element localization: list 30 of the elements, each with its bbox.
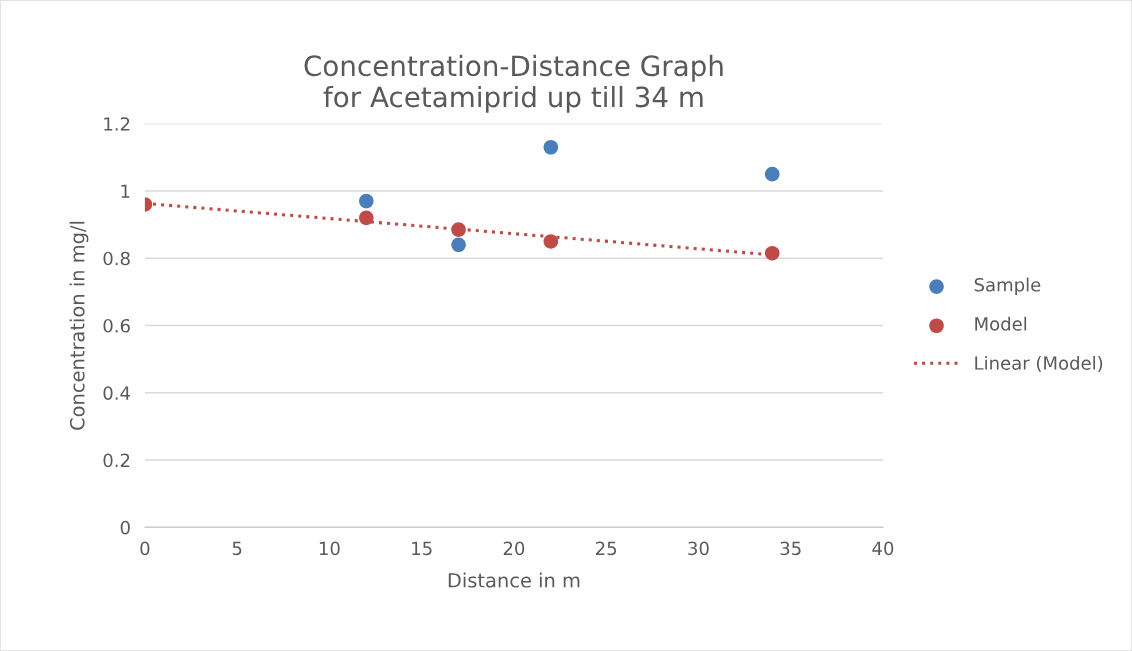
point	[451, 222, 466, 237]
point	[451, 237, 466, 253]
legend-label: Linear (Model)	[975, 355, 1103, 372]
y-axis-title: Concentration in mg/l	[69, 221, 89, 430]
y-tick-label: 0.8	[103, 251, 130, 266]
point	[359, 193, 374, 209]
x-axis-title: Distance in m	[448, 572, 580, 588]
x-tick-label: 40	[872, 541, 894, 556]
x-tick-label: 0	[140, 541, 150, 556]
legend-label: Sample	[974, 277, 1041, 296]
y-tick-label: 0.6	[103, 318, 130, 333]
x-tick-label: 15	[412, 541, 432, 556]
point	[764, 166, 780, 182]
point	[764, 245, 780, 261]
x-tick-label: 30	[688, 541, 709, 556]
x-tick-label: 5	[232, 541, 242, 556]
x-tick-label: 20	[503, 541, 525, 556]
y-tick-label: 0.2	[103, 453, 130, 468]
x-tick-label: 25	[596, 541, 617, 556]
x-tick-label: 35	[780, 541, 801, 556]
y-tick-label: 1.2	[104, 117, 130, 131]
y-tick-label: 0	[120, 520, 130, 535]
y-tick-label: 1	[121, 184, 130, 198]
x-tick-label: 10	[319, 541, 340, 556]
point	[543, 234, 559, 249]
point	[359, 210, 374, 226]
point	[543, 139, 559, 155]
y-tick-label: 0.4	[103, 386, 130, 400]
chart-title: Concentration-Distance Graph for Acetamiprid up till 34 m	[304, 54, 723, 113]
legend-label: Model	[975, 316, 1027, 331]
